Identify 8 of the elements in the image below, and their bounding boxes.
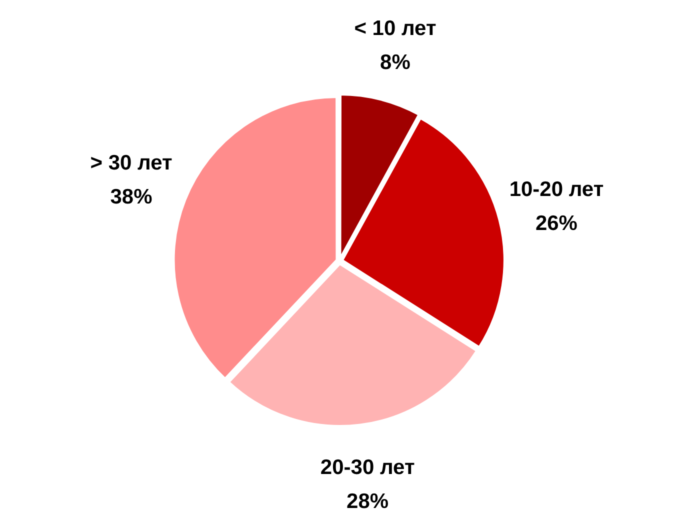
data-label: 38% bbox=[110, 185, 153, 208]
slice-label: < 10 лет bbox=[354, 16, 436, 40]
slice-label: > 30 лет bbox=[90, 151, 172, 174]
slice-label: 20-30 лет bbox=[320, 456, 415, 480]
data-label: 26% bbox=[535, 212, 578, 236]
data-label: 28% bbox=[346, 490, 389, 514]
data-label: 8% bbox=[380, 50, 411, 74]
slice-label: 10-20 лет bbox=[509, 178, 604, 202]
